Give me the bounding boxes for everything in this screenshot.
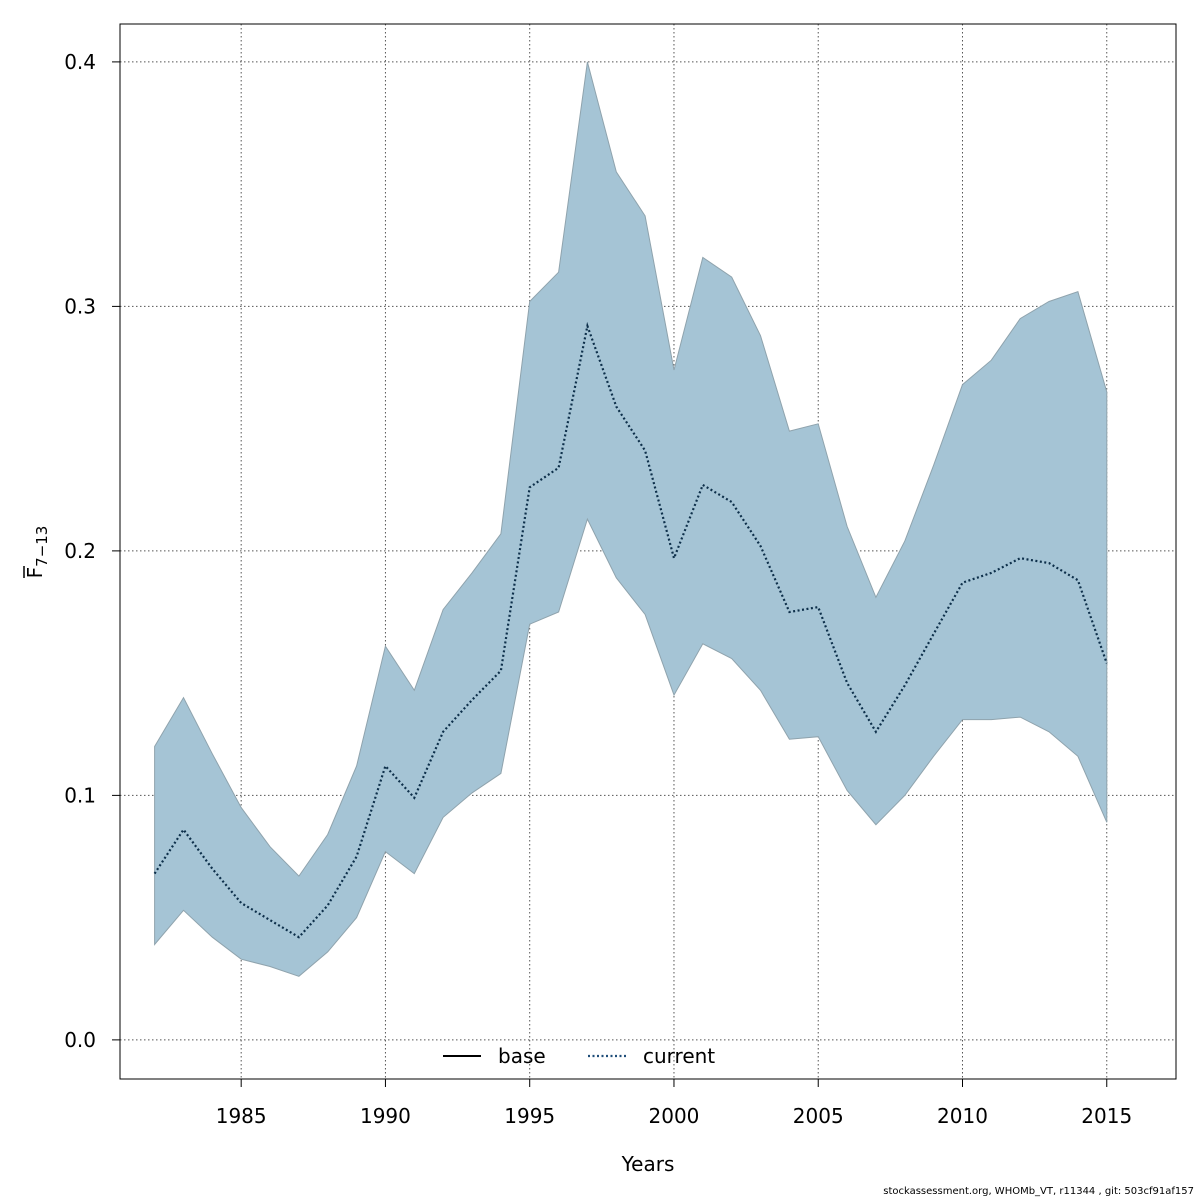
x-tick-label: 1995 [504,1104,555,1128]
confidence-band [154,61,1108,977]
series-lines [153,321,1108,939]
x-tick-label: 2015 [1081,1104,1132,1128]
series-line-current [153,321,1108,939]
y-tick-label: 0.4 [64,50,96,74]
y-axis-title-main: F [23,567,47,579]
legend-label-base: base [498,1044,546,1068]
legend: base current [443,1044,715,1068]
x-tick-label: 2010 [937,1104,988,1128]
x-tick-label: 1985 [216,1104,267,1128]
x-axis-title: Years [621,1152,675,1176]
y-tick-label: 0.0 [64,1028,96,1052]
y-tick-label: 0.3 [64,294,96,318]
y-axis-title-sub: 7−13 [33,526,51,567]
plot-frame [119,23,1177,1080]
legend-label-current: current [643,1044,715,1068]
y-axis: 0.0 0.1 0.2 0.3 0.4 [64,50,120,1052]
x-axis: 1985 1990 1995 2000 2005 2010 2015 [216,1079,1132,1128]
y-tick-label: 0.1 [64,783,96,807]
svg-text:F7−13: F7−13 [23,526,51,579]
y-axis-title: F7−13 [23,526,51,579]
y-tick-label: 0.2 [64,539,96,563]
x-tick-label: 2000 [649,1104,700,1128]
footer-credit: stockassessment.org, WHOMb_VT, r11344 , … [883,1186,1194,1197]
x-tick-label: 1990 [360,1104,411,1128]
x-tick-label: 2005 [793,1104,844,1128]
confidence-band-area [154,61,1108,977]
